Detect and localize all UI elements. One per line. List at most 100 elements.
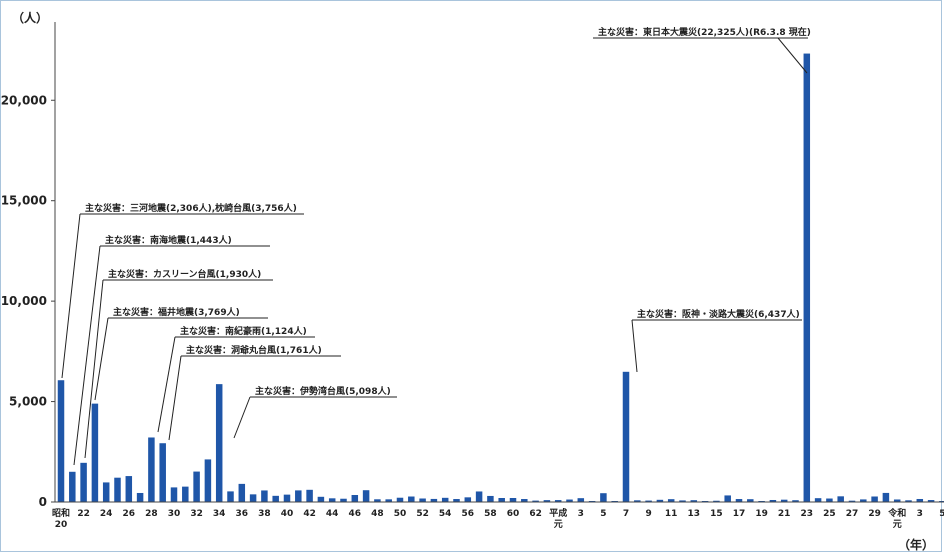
bar-22 xyxy=(792,500,799,502)
annotation-label: 主な災害：福井地震(3,769人) xyxy=(113,306,240,318)
annotation-50: 主な災害：阪神・淡路大震災(6,437人) xyxy=(631,308,802,373)
bar-55 xyxy=(453,499,460,502)
annotation-8: 主な災害：南紀豪雨(1,124人) xyxy=(157,325,315,433)
bar-30 xyxy=(170,487,178,502)
x-tick-label: 32 xyxy=(190,509,203,519)
annotation-leader xyxy=(233,396,251,439)
bar-63 xyxy=(543,500,551,502)
x-tick-label: 54 xyxy=(439,509,452,519)
x-tick-label: 30 xyxy=(168,509,181,519)
x-tick-label: 56 xyxy=(462,509,475,519)
annotation-label: 主な災害：カスリーン台風(1,930人) xyxy=(108,268,261,280)
bar-52 xyxy=(419,498,426,502)
x-tick-label: 7 xyxy=(623,509,629,519)
bar-58 xyxy=(487,495,494,502)
bar-28 xyxy=(860,499,867,502)
x-tick-label: 34 xyxy=(213,509,226,519)
x-tick-label: 5 xyxy=(939,509,944,519)
annotation-66: 主な災害：東日本大震災(22,325人)(R6.3.8 現在) xyxy=(593,26,811,74)
x-tick-label: 26 xyxy=(123,509,136,519)
annotation-9: 主な災害：洞爺丸台風(1,761人) xyxy=(168,344,341,441)
bar-53 xyxy=(430,498,438,502)
bar-22 xyxy=(80,462,87,502)
x-tick-label: 25 xyxy=(823,509,836,519)
bar-24 xyxy=(102,482,110,502)
bar-27 xyxy=(848,500,856,502)
bar-29 xyxy=(159,443,166,502)
x-tick-label: 36 xyxy=(236,509,249,519)
x-tick-label: 13 xyxy=(688,509,701,519)
annotations: 主な災害：三河地震(2,306人),枕崎台風(3,756人) 主な災害：南海地震(… xyxy=(61,26,811,466)
bar-昭和20 xyxy=(57,380,65,502)
bar-49 xyxy=(385,499,392,502)
y-tick-label: 0 xyxy=(39,495,47,509)
annotation-label: 主な災害：南紀豪雨(1,124人) xyxy=(180,325,307,337)
x-tick-label: 52 xyxy=(416,509,429,519)
bar-3 xyxy=(916,498,924,502)
bar-32 xyxy=(193,471,200,502)
annotation-0: 主な災害：三河地震(2,306人),枕崎台風(3,756人) xyxy=(61,202,304,379)
x-tick-label: 60 xyxy=(507,509,520,519)
x-tick-label: 44 xyxy=(326,509,339,519)
bar-51 xyxy=(408,496,415,502)
bar-39 xyxy=(272,495,279,502)
bar-2 xyxy=(566,499,573,502)
annotation-3: 主な災害：福井地震(3,769人) xyxy=(94,306,268,401)
x-tick-label: 22 xyxy=(77,509,90,519)
x-tick-label: 3 xyxy=(578,509,584,519)
bar-45 xyxy=(340,498,347,502)
x-axis-unit: （年） xyxy=(898,538,935,552)
bar-28 xyxy=(148,437,155,502)
bar-43 xyxy=(317,496,325,502)
bar-41 xyxy=(295,490,302,502)
bar-21 xyxy=(69,471,76,502)
annotation-14: 主な災害：伊勢湾台風(5,098人) xyxy=(233,385,397,439)
x-tick-label: 17 xyxy=(733,509,746,519)
x-tick-label: 昭和 20 xyxy=(52,507,70,530)
bar-42 xyxy=(306,489,313,502)
annotation-1: 主な災害：南海地震(1,443人) xyxy=(73,234,270,466)
annotation-label: 主な災害：阪神・淡路大震災(6,437人) xyxy=(637,308,800,320)
bar-3 xyxy=(577,498,585,502)
y-tick-label: 5,000 xyxy=(9,395,47,409)
x-tick-label: 令和元 xyxy=(887,507,906,530)
bar-60 xyxy=(509,498,517,502)
bar-令和元 xyxy=(893,499,901,502)
bar-25 xyxy=(114,477,121,502)
x-tick-label: 38 xyxy=(258,509,271,519)
bar-7 xyxy=(622,371,630,502)
bar-50 xyxy=(396,497,404,502)
x-tick-label: 23 xyxy=(801,509,814,519)
x-tick-label: 3 xyxy=(917,509,923,519)
bar-48 xyxy=(374,499,381,502)
bar-46 xyxy=(351,495,359,502)
bar-56 xyxy=(464,497,472,502)
annotation-label: 主な災害：南海地震(1,443人) xyxy=(105,234,232,246)
x-tick-label: 58 xyxy=(484,509,497,519)
annotation-leader xyxy=(168,355,182,441)
bar-44 xyxy=(328,498,336,502)
x-tick-label: 24 xyxy=(100,509,113,519)
bars xyxy=(57,53,944,503)
bar-25 xyxy=(826,498,833,502)
annotation-label: 主な災害：伊勢湾台風(5,098人) xyxy=(255,385,391,397)
bar-37 xyxy=(249,494,257,502)
bar-35 xyxy=(227,491,234,502)
bar-15 xyxy=(713,500,720,502)
annotation-leader xyxy=(157,336,176,433)
x-tick-label: 9 xyxy=(645,509,651,519)
x-tick-label: 48 xyxy=(371,509,384,519)
x-tick-label: 21 xyxy=(778,509,791,519)
annotation-label: 主な災害：三河地震(2,306人),枕崎台風(3,756人) xyxy=(85,202,297,214)
x-tick-label: 42 xyxy=(303,509,316,519)
bar-23 xyxy=(91,403,99,502)
bar-47 xyxy=(362,490,370,502)
y-tick-label: 10,000 xyxy=(1,294,47,308)
annotation-leader xyxy=(94,317,109,401)
x-tick-label: 29 xyxy=(868,509,881,519)
annotation-leader xyxy=(777,37,808,74)
annotation-leader xyxy=(73,245,101,466)
